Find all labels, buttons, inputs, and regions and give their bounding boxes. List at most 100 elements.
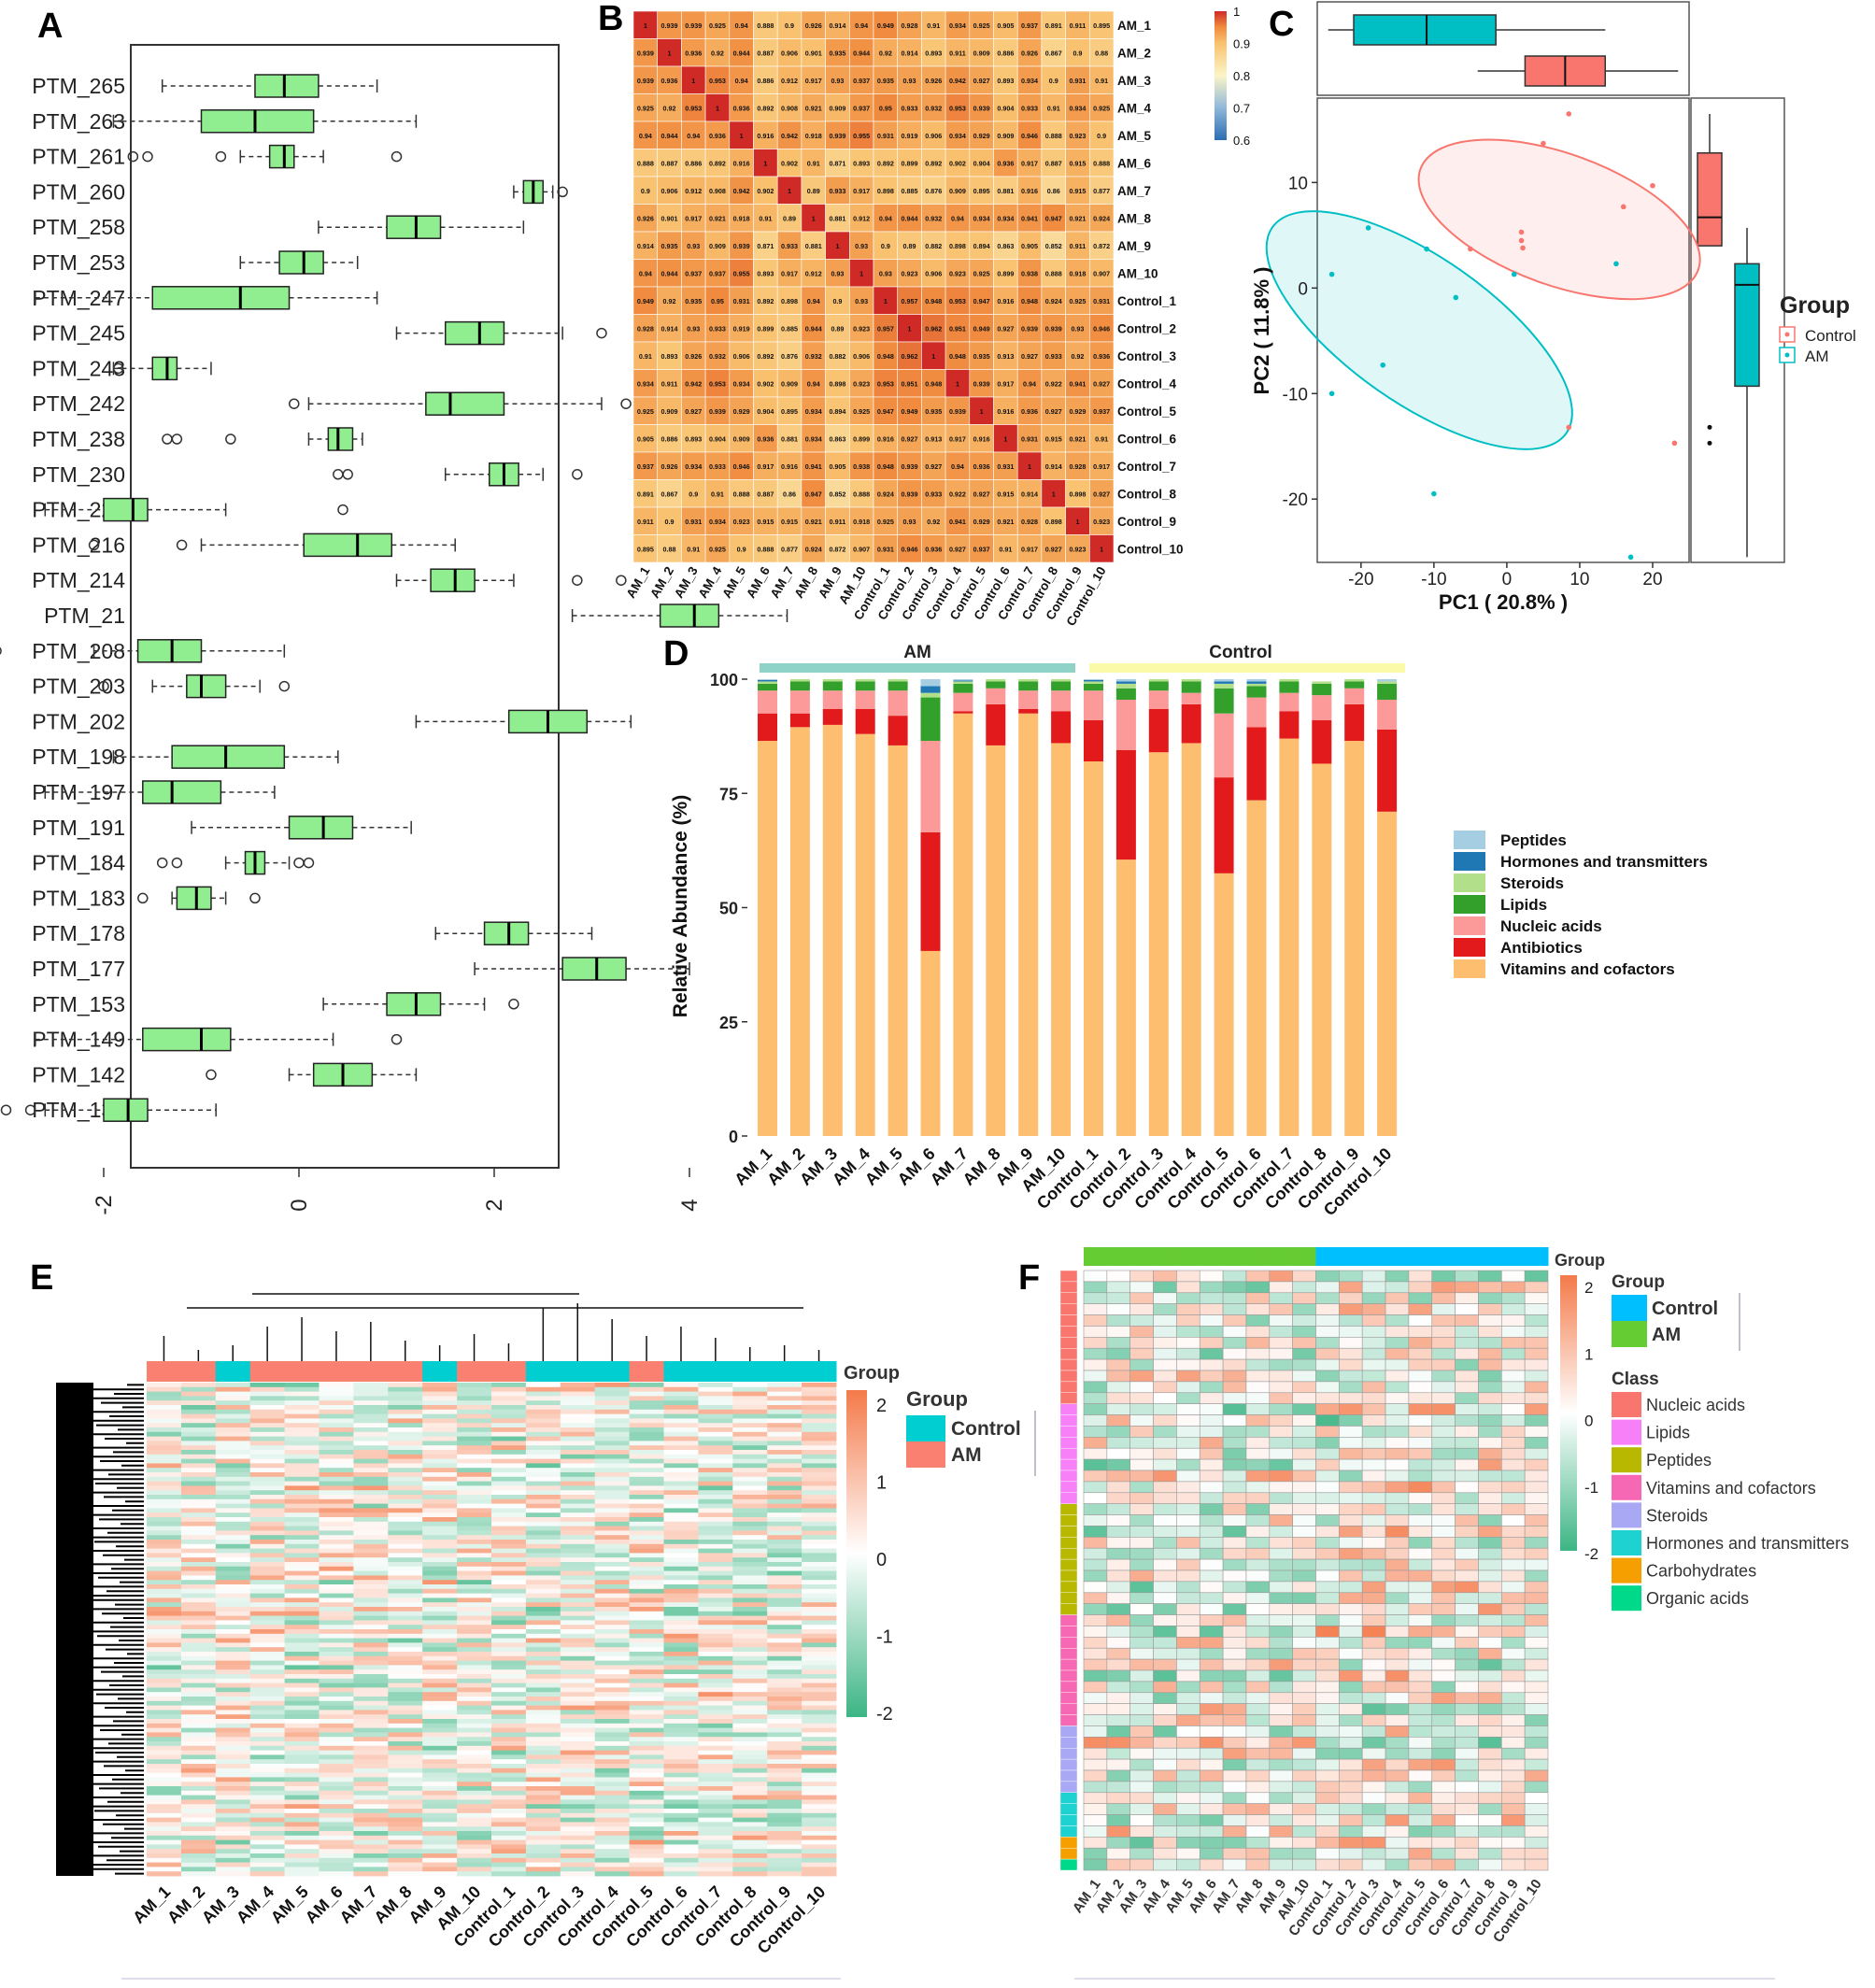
heatmap-cell bbox=[353, 1750, 389, 1755]
bar-segment bbox=[1051, 711, 1072, 744]
heatmap-cell bbox=[629, 1566, 664, 1571]
heatmap-cell bbox=[767, 1795, 803, 1800]
cell-value-label: 0.898 bbox=[877, 187, 894, 195]
heatmap-cell bbox=[422, 1607, 458, 1612]
heatmap-cell bbox=[353, 1427, 389, 1433]
heatmap-cell bbox=[147, 1584, 182, 1590]
cell-value-label: 0.913 bbox=[997, 352, 1014, 361]
heatmap-cell bbox=[215, 1782, 251, 1787]
heatmap-cell bbox=[1269, 1358, 1293, 1371]
heatmap-cell bbox=[457, 1750, 492, 1755]
heatmap-cell bbox=[594, 1607, 630, 1612]
heatmap-cell bbox=[1408, 1547, 1433, 1560]
heatmap-cell bbox=[1385, 1837, 1410, 1849]
heatmap-cell bbox=[1501, 1792, 1526, 1804]
heatmap-cell bbox=[491, 1795, 527, 1800]
heatmap-cell bbox=[698, 1521, 733, 1526]
heatmap-cell bbox=[629, 1409, 664, 1414]
bar-segment bbox=[855, 708, 875, 734]
heatmap-cell bbox=[525, 1629, 561, 1635]
cell-value-label: 0.953 bbox=[877, 379, 894, 388]
heatmap-cell bbox=[1106, 1825, 1130, 1838]
heatmap-cell bbox=[802, 1710, 837, 1715]
heatmap-cell bbox=[388, 1777, 423, 1782]
heatmap-cell bbox=[1199, 1747, 1224, 1760]
heatmap-cell bbox=[180, 1588, 217, 1594]
cell-value-label: 0.898 bbox=[949, 242, 966, 250]
bar-segment bbox=[1344, 688, 1365, 704]
data-point bbox=[1328, 390, 1335, 397]
heatmap-cell bbox=[663, 1396, 699, 1401]
heatmap-cell bbox=[1129, 1714, 1154, 1726]
heatmap-cell bbox=[1153, 1847, 1177, 1860]
heatmap-cell bbox=[319, 1745, 354, 1751]
cell-value-label: 0.937 bbox=[1021, 21, 1038, 30]
heatmap-cell bbox=[802, 1665, 837, 1670]
heatmap-cell bbox=[1245, 1669, 1271, 1683]
heatmap-cell bbox=[767, 1809, 803, 1814]
heatmap-cell bbox=[594, 1498, 630, 1504]
heatmap-cell bbox=[1292, 1481, 1316, 1494]
heatmap-cell bbox=[594, 1750, 630, 1755]
heatmap-cell bbox=[147, 1557, 182, 1563]
heatmap-cell bbox=[1292, 1537, 1316, 1549]
heatmap-cell bbox=[629, 1463, 664, 1469]
col-label: AM_8 bbox=[370, 1882, 415, 1927]
heatmap-cell bbox=[388, 1450, 423, 1456]
heatmap-cell bbox=[1408, 1569, 1433, 1583]
heatmap-cell bbox=[388, 1822, 423, 1827]
heatmap-cell bbox=[1041, 259, 1066, 288]
heatmap-cell bbox=[802, 1468, 837, 1473]
heatmap-cell bbox=[1089, 424, 1115, 453]
bar-segment bbox=[1214, 777, 1234, 873]
heatmap-cell bbox=[1315, 1858, 1340, 1871]
heatmap-cell bbox=[353, 1741, 389, 1747]
cell-value-label: 0.921 bbox=[997, 518, 1014, 526]
heatmap-cell bbox=[698, 1472, 733, 1478]
heatmap-cell bbox=[388, 1786, 423, 1792]
heatmap-cell bbox=[180, 1481, 217, 1486]
heatmap-cell bbox=[319, 1423, 354, 1428]
heatmap-cell bbox=[1106, 1414, 1130, 1427]
heatmap-cell bbox=[753, 506, 778, 535]
cell-value-label: 0.91 bbox=[1095, 77, 1108, 85]
heatmap-cell bbox=[560, 1812, 596, 1818]
heatmap-cell bbox=[319, 1795, 354, 1800]
heatmap-cell bbox=[1016, 65, 1043, 94]
heatmap-cell bbox=[1431, 1370, 1456, 1383]
heatmap-cell bbox=[1176, 1270, 1200, 1283]
heatmap-cell bbox=[1455, 1303, 1479, 1315]
heatmap-cell bbox=[284, 1782, 320, 1787]
class-annotation-cell bbox=[1059, 1558, 1078, 1571]
heatmap-cell bbox=[732, 1458, 768, 1464]
heatmap-cell bbox=[1089, 10, 1115, 39]
heatmap-cell bbox=[491, 1427, 527, 1433]
heatmap-cell bbox=[284, 1697, 320, 1702]
heatmap-cell bbox=[215, 1857, 251, 1863]
heatmap-cell bbox=[1083, 1603, 1108, 1615]
heatmap-cell bbox=[147, 1441, 182, 1446]
heatmap-cell bbox=[732, 1782, 768, 1787]
class-annotation-cell bbox=[1059, 1514, 1078, 1526]
cell-value-label: 0.892 bbox=[925, 159, 942, 167]
heatmap-cell bbox=[629, 1445, 664, 1451]
heatmap-cell bbox=[1361, 1758, 1386, 1771]
cell-value-label: 1 bbox=[835, 242, 839, 250]
heatmap-cell bbox=[594, 1580, 630, 1585]
box-body bbox=[151, 286, 291, 310]
heatmap-cell bbox=[776, 10, 803, 39]
heatmap-cell bbox=[560, 1598, 596, 1603]
heatmap-cell bbox=[629, 1652, 664, 1657]
heatmap-cell bbox=[663, 1772, 699, 1778]
heatmap-cell bbox=[560, 1588, 596, 1594]
heatmap-cell bbox=[525, 1831, 561, 1837]
heatmap-cell bbox=[1199, 1347, 1224, 1360]
heatmap-cell bbox=[457, 1530, 492, 1536]
heatmap-cell bbox=[1199, 1737, 1224, 1749]
heatmap-cell bbox=[1245, 1292, 1271, 1304]
heatmap-cell bbox=[698, 1386, 733, 1392]
cell-value-label: 0.938 bbox=[1021, 269, 1038, 277]
heatmap-cell bbox=[388, 1647, 423, 1653]
heatmap-cell bbox=[353, 1598, 389, 1603]
heatmap-cell bbox=[388, 1445, 423, 1451]
